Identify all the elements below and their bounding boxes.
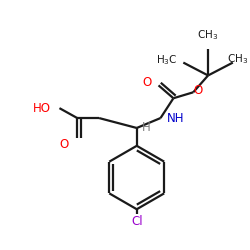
Text: HO: HO [32, 102, 50, 115]
Text: O: O [60, 138, 69, 151]
Text: O: O [142, 76, 151, 89]
Text: H$_3$C: H$_3$C [156, 54, 177, 68]
Text: CH$_3$: CH$_3$ [227, 52, 248, 66]
Text: NH: NH [166, 112, 184, 124]
Text: Cl: Cl [131, 214, 142, 228]
Text: O: O [194, 84, 203, 97]
Text: CH$_3$: CH$_3$ [198, 28, 219, 42]
Text: H: H [142, 122, 150, 134]
